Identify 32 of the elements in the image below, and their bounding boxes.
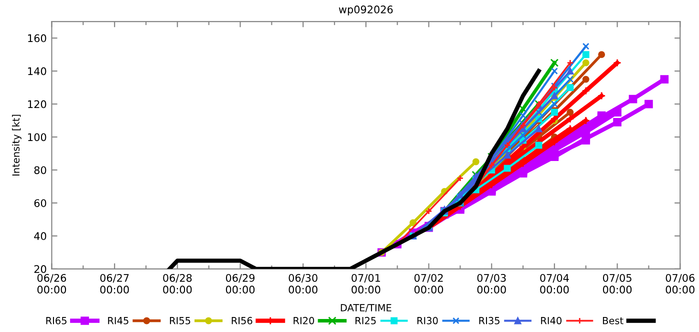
y-tick-label: 140 bbox=[28, 67, 46, 76]
y-tick-label: 100 bbox=[28, 133, 46, 142]
y-tick-label: 60 bbox=[34, 199, 46, 208]
x-tick-label: 07/03 00:00 bbox=[477, 274, 506, 294]
y-tick-label: 80 bbox=[34, 166, 46, 174]
legend-label: RI20 bbox=[294, 316, 314, 324]
x-tick-label: 06/28 00:00 bbox=[163, 274, 192, 294]
x-tick-label: 06/26 00:00 bbox=[37, 274, 66, 294]
legend-label: RI55 bbox=[170, 317, 190, 324]
legend-label: Best bbox=[602, 317, 624, 324]
legend-label: RI45 bbox=[108, 317, 128, 324]
y-tick-label: 120 bbox=[28, 100, 46, 108]
y-axis-title: Intensity [kt] bbox=[12, 114, 22, 176]
legend-label: RI30 bbox=[417, 316, 438, 324]
chart-title: wp092026 bbox=[338, 6, 393, 16]
x-axis-title: DATE/TIME bbox=[340, 304, 392, 312]
legend-label: RI40 bbox=[541, 316, 562, 324]
legend-label: RI25 bbox=[356, 316, 376, 324]
legend-label: RI35 bbox=[479, 316, 500, 324]
x-tick-label: 07/01 00:00 bbox=[352, 274, 380, 294]
legend-label: RI56 bbox=[232, 316, 252, 324]
y-tick-label: 40 bbox=[34, 232, 46, 240]
y-tick-label: 20 bbox=[34, 265, 46, 274]
x-tick-label: 07/04 00:00 bbox=[540, 274, 569, 294]
x-tick-label: 06/27 00:00 bbox=[100, 274, 129, 294]
x-tick-label: 07/05 00:00 bbox=[602, 274, 632, 294]
legend-label: RI65 bbox=[46, 316, 66, 324]
x-tick-label: 07/02 00:00 bbox=[414, 274, 444, 294]
x-tick-label: 07/06 00:00 bbox=[666, 274, 694, 294]
x-tick-label: 06/30 00:00 bbox=[288, 274, 318, 294]
y-tick-label: 160 bbox=[28, 34, 46, 42]
x-tick-label: 06/29 00:00 bbox=[226, 274, 255, 294]
